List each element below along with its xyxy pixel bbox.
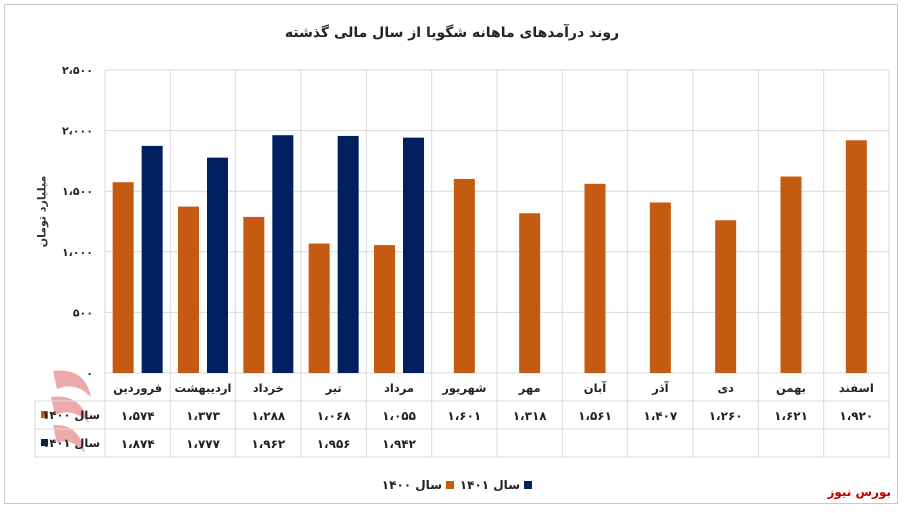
- chart-plot: ۰ ۵۰۰ ۱،۰۰۰ ۱،۵۰۰ ۲،۰۰۰ ۲،۵۰۰ فروردین ۱،۵۷۴ ۱،۸۷…: [34, 64, 890, 492]
- data-label-1401: ۱،۸۷۴: [121, 437, 155, 451]
- data-label-1401: ۱،۹۶۲: [251, 437, 286, 451]
- bar-1400: [243, 216, 265, 373]
- x-tick-label: تیر: [325, 381, 342, 395]
- legend-label: سال ۱۴۰۰: [382, 478, 442, 492]
- data-label-1401: ۱،۹۵۶: [317, 437, 351, 451]
- legend-swatch: [446, 481, 454, 489]
- brand-label: بورس نیوز: [827, 485, 891, 499]
- data-label-1400: ۱،۵۶۱: [578, 409, 612, 423]
- bar-1401: [207, 157, 228, 373]
- x-tick-label: فروردین: [113, 381, 162, 396]
- bar-1400: [715, 220, 737, 373]
- data-label-1400: ۱،۰۶۸: [317, 409, 352, 423]
- bar-1400: [308, 243, 330, 373]
- data-label-1400: ۱،۲۶۰: [709, 409, 743, 423]
- bar-1400: [178, 206, 199, 373]
- x-tick-label: مرداد: [384, 381, 414, 395]
- bar-1400: [584, 183, 606, 373]
- data-label-1400: ۱،۶۰۱: [447, 409, 481, 423]
- bar-1401: [272, 135, 294, 373]
- x-tick-label: آذر: [651, 381, 670, 395]
- data-label-1400: ۱،۵۷۴: [121, 409, 155, 423]
- x-tick-label: آبان: [584, 381, 607, 395]
- watermark-logo: [51, 370, 91, 453]
- x-tick-label: اسفند: [839, 381, 874, 395]
- y-tick-label: ۱،۰۰۰: [62, 246, 93, 259]
- data-label-1401: ۱،۷۷۷: [186, 437, 221, 451]
- y-tick-label: ۲،۰۰۰: [62, 125, 93, 138]
- legend-label: سال ۱۴۰۱: [460, 478, 520, 492]
- table-key-swatch: [41, 411, 48, 418]
- bar-1401: [337, 135, 359, 373]
- x-tick-label: شهریور: [441, 381, 486, 396]
- bar-1400: [519, 213, 541, 373]
- bar-1400: [649, 202, 671, 373]
- bar-1401: [403, 137, 424, 373]
- data-label-1400: ۱،۲۸۸: [251, 409, 286, 423]
- table-series-name: سال ۱۴۰۰: [42, 408, 100, 422]
- data-label-1400: ۱،۴۰۷: [643, 409, 678, 423]
- bar-1400: [112, 182, 134, 373]
- bar-1400: [780, 176, 802, 373]
- x-tick-label: خرداد: [253, 381, 284, 395]
- x-tick-label: بهمن: [776, 381, 806, 395]
- data-label-1400: ۱،۹۲۰: [839, 409, 873, 423]
- bar-1400: [453, 178, 475, 373]
- chart-frame: روند درآمدهای ماهانه شگویا از سال مالی گ…: [4, 4, 898, 504]
- bar-1400: [374, 245, 395, 373]
- data-label-1400: ۱،۰۵۵: [382, 409, 416, 423]
- data-label-1400: ۱،۶۲۱: [774, 409, 808, 423]
- table-key-swatch: [41, 439, 48, 446]
- legend-swatch: [524, 481, 532, 489]
- y-tick-label: ۱،۵۰۰: [62, 185, 93, 198]
- x-tick-label: مهر: [518, 381, 541, 395]
- data-label-1400: ۱،۳۱۸: [513, 409, 548, 423]
- y-tick-label: ۲،۵۰۰: [62, 64, 93, 77]
- bar-1400: [845, 140, 867, 373]
- table-series-name: سال ۱۴۰۱: [42, 436, 100, 450]
- y-tick-label: ۰: [86, 367, 93, 380]
- x-tick-label: اردیبهشت: [175, 381, 232, 395]
- data-label-1400: ۱،۳۷۳: [186, 409, 221, 423]
- bar-1401: [141, 145, 163, 373]
- data-label-1401: ۱،۹۴۲: [382, 437, 417, 451]
- chart-title: روند درآمدهای ماهانه شگویا از سال مالی گ…: [284, 25, 620, 41]
- y-tick-label: ۵۰۰: [73, 306, 93, 319]
- x-tick-label: دی: [717, 381, 734, 395]
